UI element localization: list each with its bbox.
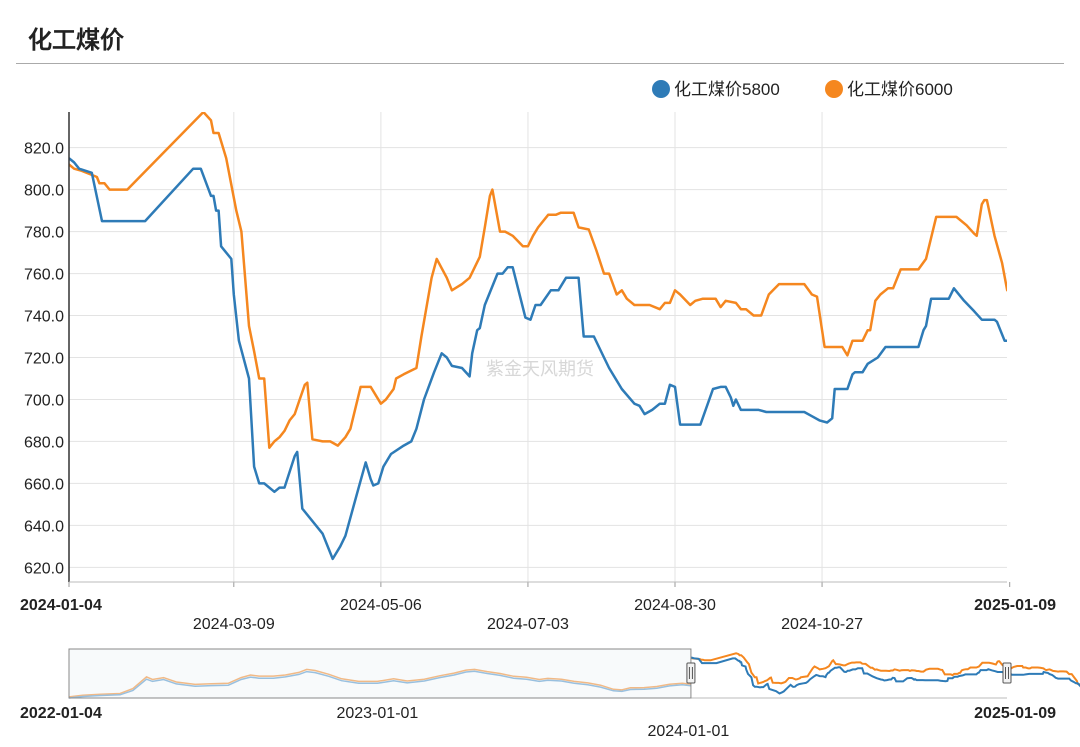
navigator-date-label: 2023-01-01 [336, 705, 418, 722]
x-tick-label: 2024-07-03 [487, 616, 569, 633]
navigator-selection-window[interactable] [68, 648, 692, 699]
legend-label: 化工煤价6000 [847, 80, 953, 99]
axes: 620.0 640.0 660.0 680.0 700.0 720.0 740.0 760.0… [20, 112, 1056, 633]
navigator-series-5800 [690, 656, 1080, 695]
navigator-date-label: 2024-01-01 [647, 723, 729, 740]
navigator-date-label: 2025-01-09 [974, 705, 1056, 722]
legend-label: 化工煤价5800 [674, 80, 780, 99]
x-tick-label: 2024-03-09 [193, 616, 275, 633]
y-tick-label: 780.0 [24, 225, 64, 242]
x-tick-label: 2024-05-06 [340, 597, 422, 614]
x-tick-label: 2024-01-04 [20, 597, 102, 614]
y-tick-label: 800.0 [24, 183, 64, 200]
y-tick-label: 720.0 [24, 350, 64, 367]
title-divider [16, 63, 1064, 64]
y-tick-label: 660.0 [24, 476, 64, 493]
legend-marker [825, 80, 843, 98]
legend-item-6000[interactable]: 化工煤价6000 [825, 80, 953, 99]
grid [69, 112, 1007, 582]
legend-marker [652, 80, 670, 98]
y-tick-label: 680.0 [24, 434, 64, 451]
navigator-series-6000 [690, 652, 1080, 686]
watermark: 紫金天风期货 [486, 359, 594, 379]
navigator-handle-right[interactable] [1002, 662, 1012, 684]
y-tick-label: 820.0 [24, 141, 64, 158]
page-title: 化工煤价 [28, 26, 124, 54]
series-line-5800 [69, 157, 1007, 561]
navigator-history-5800 [68, 670, 691, 699]
navigator-handle-left[interactable] [686, 662, 696, 684]
x-tick-label: 2024-10-27 [781, 616, 863, 633]
y-tick-label: 740.0 [24, 309, 64, 326]
legend-item-5800[interactable]: 化工煤价5800 [652, 80, 780, 99]
navigator-history-6000 [68, 668, 691, 698]
legend: 化工煤价5800 化工煤价6000 [652, 80, 953, 99]
navigator-date-label: 2022-01-04 [20, 705, 102, 722]
y-tick-label: 700.0 [24, 392, 64, 409]
y-tick-label: 620.0 [24, 560, 64, 577]
range-navigator[interactable]: 2022-01-04 2023-01-01 2024-01-01 2025-01-09 [20, 648, 1080, 740]
x-tick-label: 2024-08-30 [634, 597, 716, 614]
series-layer [69, 112, 1007, 561]
x-tick-label: 2025-01-09 [974, 597, 1056, 614]
y-tick-label: 760.0 [24, 267, 64, 284]
series-line-6000 [69, 112, 1007, 449]
y-tick-label: 640.0 [24, 518, 64, 535]
